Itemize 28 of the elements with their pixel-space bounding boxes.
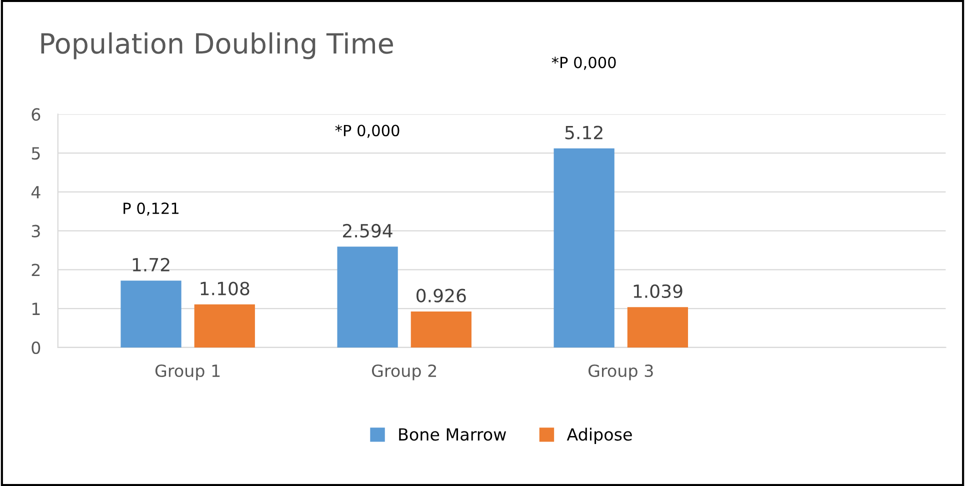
data-label: 0.926 (416, 288, 466, 302)
data-label: 1.108 (200, 282, 250, 296)
x-tick-label: Group 2 (372, 364, 436, 380)
y-tick-label: 3 (32, 224, 40, 238)
y-tick-label: 4 (31, 186, 40, 198)
data-label: 5.12 (565, 126, 602, 140)
bar (120, 280, 182, 348)
legend-label: Adipose (566, 428, 632, 444)
y-tick-label: 0 (32, 341, 40, 354)
annotation: P 0,121 (124, 202, 179, 216)
x-tick-label: Group 1 (155, 364, 220, 380)
bar (554, 148, 614, 348)
data-label: 1.72 (132, 258, 170, 272)
bar (410, 311, 472, 348)
bar (194, 304, 255, 348)
annotation: *P 0,000 (335, 124, 400, 138)
y-tick-label: 1 (32, 302, 40, 315)
chart-title: Population Doubling Time (41, 32, 393, 60)
bar (337, 246, 398, 348)
data-label: 1.039 (634, 284, 682, 298)
data-label: 2.594 (343, 224, 392, 238)
x-tick-label: Group 3 (588, 364, 653, 380)
text: *P 0,000 (552, 56, 616, 70)
y-tick-label: 2 (32, 264, 40, 276)
bar (627, 307, 688, 348)
legend-label: Bone Marrow (399, 428, 506, 441)
y-tick-label: 6 (32, 108, 40, 121)
y-tick-label: 5 (32, 147, 40, 160)
